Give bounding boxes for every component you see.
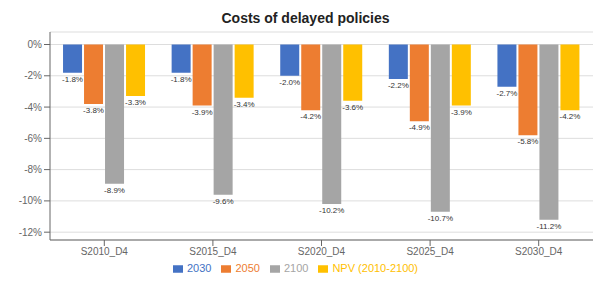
svg-text:S2025_D4: S2025_D4: [406, 246, 454, 257]
svg-text:-3.4%: -3.4%: [234, 100, 255, 109]
svg-text:-4.2%: -4.2%: [559, 112, 580, 121]
svg-text:S2020_D4: S2020_D4: [298, 246, 346, 257]
svg-text:-5.8%: -5.8%: [517, 137, 538, 146]
svg-text:-2.2%: -2.2%: [388, 81, 409, 90]
svg-text:-8%: -8%: [24, 164, 42, 175]
svg-text:-10.2%: -10.2%: [319, 206, 344, 215]
html-text:2030: 2030: [187, 262, 212, 274]
html-text:Costs of delayed policies: Costs of delayed policies: [221, 10, 390, 26]
svg-text:-3.9%: -3.9%: [192, 108, 213, 117]
html-text:NPV (2010-2100): NPV (2010-2100): [332, 262, 418, 274]
svg-text:-11.2%: -11.2%: [537, 222, 562, 231]
svg-text:-9.6%: -9.6%: [213, 197, 234, 206]
svg-text:-3.3%: -3.3%: [125, 98, 146, 107]
svg-text:-1.8%: -1.8%: [62, 75, 83, 84]
html-text:2100: 2100: [283, 262, 309, 274]
svg-text:-2%: -2%: [24, 70, 42, 81]
svg-text:-3.6%: -3.6%: [342, 103, 363, 112]
html-text:2050: 2050: [235, 262, 260, 274]
svg-text:-10%: -10%: [19, 195, 42, 206]
svg-text:-4.9%: -4.9%: [409, 123, 430, 132]
svg-text:-1.8%: -1.8%: [171, 75, 192, 84]
svg-text:-2.0%: -2.0%: [279, 78, 300, 87]
svg-text:-3.9%: -3.9%: [451, 108, 472, 117]
svg-text:-4%: -4%: [24, 102, 42, 113]
svg-text:S2015_D4: S2015_D4: [189, 246, 237, 257]
svg-text:-4.2%: -4.2%: [300, 112, 321, 121]
svg-text:0%: 0%: [28, 39, 43, 50]
svg-text:-3.8%: -3.8%: [83, 106, 104, 115]
svg-text:-10.7%: -10.7%: [428, 214, 453, 223]
svg-text:-6%: -6%: [24, 133, 42, 144]
svg-text:-2.7%: -2.7%: [496, 89, 517, 98]
svg-text:-12%: -12%: [19, 227, 42, 238]
svg-text:-8.9%: -8.9%: [104, 186, 125, 195]
svg-text:S2030_D4: S2030_D4: [515, 246, 563, 257]
svg-text:S2010_D4: S2010_D4: [81, 246, 129, 257]
